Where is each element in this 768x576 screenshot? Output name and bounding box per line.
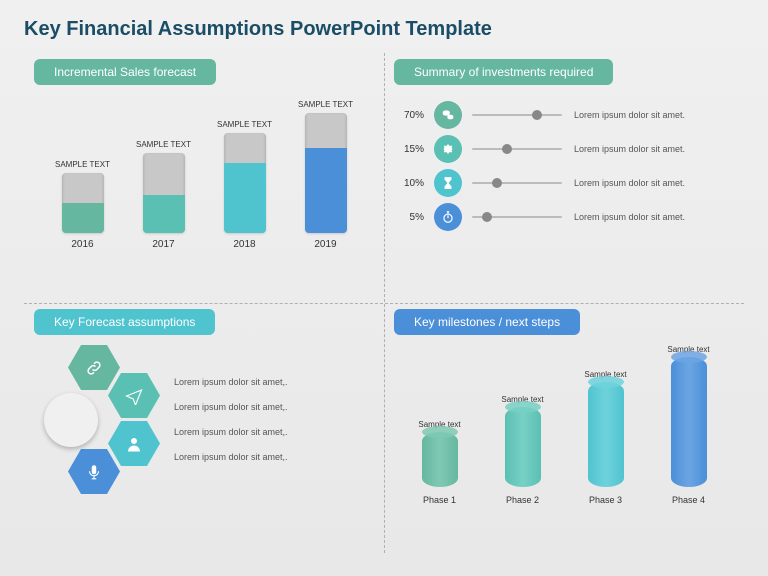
panel-milestones: Key milestones / next steps Sample text … — [384, 303, 744, 553]
bar-year: 2019 — [314, 239, 336, 250]
investment-list: 70% Lorem ipsum dolor sit amet. 15% Lore… — [394, 101, 734, 231]
plane-hex-icon — [108, 373, 160, 418]
cyl-col-3: Sample text Phase 4 — [661, 345, 717, 505]
panel-sales-forecast: Incremental Sales forecast SAMPLE TEXT 2… — [24, 53, 384, 303]
cylinder-top — [588, 376, 624, 388]
investment-text: Lorem ipsum dolor sit amet. — [574, 110, 685, 120]
page-title: Key Financial Assumptions PowerPoint Tem… — [24, 18, 744, 41]
investment-row: 10% Lorem ipsum dolor sit amet. — [394, 169, 734, 197]
hex-cluster — [34, 345, 174, 495]
investment-row: 15% Lorem ipsum dolor sit amet. — [394, 135, 734, 163]
header-investments: Summary of investments required — [394, 59, 613, 85]
investment-pct: 15% — [394, 144, 424, 155]
cyl-phase: Phase 1 — [423, 495, 456, 505]
cylinder-chart: Sample text Phase 1 Sample text Phase 2 … — [394, 345, 734, 505]
slider-knob — [482, 212, 492, 222]
bar-label: SAMPLE TEXT — [217, 120, 272, 129]
slider-knob — [532, 110, 542, 120]
bar-col-0: SAMPLE TEXT 2016 — [55, 160, 111, 250]
bar-fill — [305, 148, 347, 233]
cyl-phase: Phase 4 — [672, 495, 705, 505]
header-sales: Incremental Sales forecast — [34, 59, 216, 85]
cyl-col-2: Sample text Phase 3 — [578, 370, 634, 505]
cylinder — [505, 407, 541, 487]
bar-col-1: SAMPLE TEXT 2017 — [136, 140, 192, 250]
cylinder-top — [422, 426, 458, 438]
slider-knob — [502, 144, 512, 154]
hourglass-icon — [434, 169, 462, 197]
investment-text: Lorem ipsum dolor sit amet. — [574, 178, 685, 188]
investment-row: 70% Lorem ipsum dolor sit amet. — [394, 101, 734, 129]
cylinder — [671, 357, 707, 487]
investment-slider — [472, 216, 562, 218]
slider-knob — [492, 178, 502, 188]
header-milestones: Key milestones / next steps — [394, 309, 580, 335]
bar-col-3: SAMPLE TEXT 2019 — [298, 100, 354, 250]
bar-label: SAMPLE TEXT — [55, 160, 110, 169]
investment-text: Lorem ipsum dolor sit amet. — [574, 212, 685, 222]
bar-outer — [143, 153, 185, 233]
assumption-list: Lorem ipsum dolor sit amet,.Lorem ipsum … — [174, 370, 288, 471]
bar-outer — [224, 133, 266, 233]
investment-slider — [472, 148, 562, 150]
cyl-phase: Phase 2 — [506, 495, 539, 505]
bar-chart: SAMPLE TEXT 2016 SAMPLE TEXT 2017 SAMPLE… — [34, 95, 374, 250]
list-item: Lorem ipsum dolor sit amet,. — [174, 395, 288, 420]
user-hex-icon — [108, 421, 160, 466]
bar-outer — [305, 113, 347, 233]
cyl-phase: Phase 3 — [589, 495, 622, 505]
investment-slider — [472, 114, 562, 116]
stopwatch-icon — [434, 203, 462, 231]
coins-icon — [434, 101, 462, 129]
bar-label: SAMPLE TEXT — [298, 100, 353, 109]
cylinder-top — [505, 401, 541, 413]
bar-fill — [143, 195, 185, 233]
bar-label: SAMPLE TEXT — [136, 140, 191, 149]
bar-outer — [62, 173, 104, 233]
bar-year: 2017 — [152, 239, 174, 250]
grid: Incremental Sales forecast SAMPLE TEXT 2… — [24, 53, 744, 553]
bar-fill — [224, 163, 266, 233]
investment-row: 5% Lorem ipsum dolor sit amet. — [394, 203, 734, 231]
cyl-col-1: Sample text Phase 2 — [495, 395, 551, 505]
center-circle — [44, 393, 98, 447]
header-assumptions: Key Forecast assumptions — [34, 309, 215, 335]
bar-year: 2018 — [233, 239, 255, 250]
list-item: Lorem ipsum dolor sit amet,. — [174, 370, 288, 395]
bar-col-2: SAMPLE TEXT 2018 — [217, 120, 273, 250]
cylinder — [422, 432, 458, 487]
slide: Key Financial Assumptions PowerPoint Tem… — [0, 0, 768, 576]
investment-pct: 70% — [394, 110, 424, 121]
list-item: Lorem ipsum dolor sit amet,. — [174, 445, 288, 470]
panel-investments: Summary of investments required 70% Lore… — [384, 53, 744, 303]
cylinder-top — [671, 351, 707, 363]
investment-slider — [472, 182, 562, 184]
bar-year: 2016 — [71, 239, 93, 250]
link-hex-icon — [68, 345, 120, 390]
list-item: Lorem ipsum dolor sit amet,. — [174, 420, 288, 445]
cyl-col-0: Sample text Phase 1 — [412, 420, 468, 505]
cylinder — [588, 382, 624, 487]
bar-fill — [62, 203, 104, 233]
gear-icon — [434, 135, 462, 163]
investment-pct: 5% — [394, 212, 424, 223]
panel-forecast-assumptions: Key Forecast assumptions Lorem ipsum dol… — [24, 303, 384, 553]
investment-text: Lorem ipsum dolor sit amet. — [574, 144, 685, 154]
mic-hex-icon — [68, 449, 120, 494]
investment-pct: 10% — [394, 178, 424, 189]
